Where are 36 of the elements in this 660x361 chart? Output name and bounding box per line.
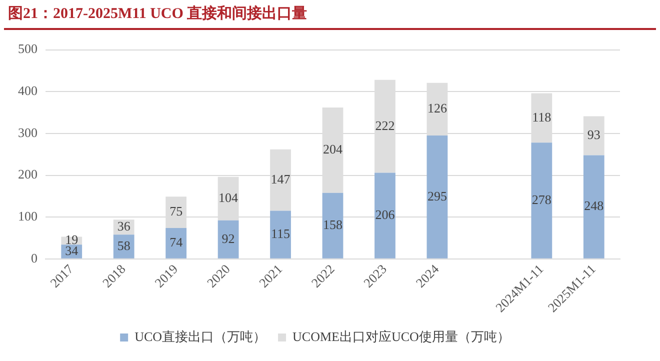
legend-label: UCO直接出口（万吨） xyxy=(134,328,266,344)
y-tick-label: 300 xyxy=(18,124,38,140)
data-label: 204 xyxy=(323,142,343,157)
data-label: 104 xyxy=(218,190,239,206)
data-label: 75 xyxy=(170,204,183,219)
data-label: 222 xyxy=(375,118,395,133)
data-label: 248 xyxy=(584,198,604,214)
data-label: 118 xyxy=(532,109,552,124)
data-label: 278 xyxy=(532,192,552,207)
bar xyxy=(531,142,552,258)
data-label: 115 xyxy=(271,226,290,242)
data-label: 147 xyxy=(270,171,291,186)
y-tick-label: 100 xyxy=(18,208,38,224)
data-label: 158 xyxy=(323,217,342,232)
y-tick-label: 400 xyxy=(18,83,38,98)
data-label: 36 xyxy=(117,218,131,234)
data-label: 126 xyxy=(427,100,448,116)
data-label: 58 xyxy=(117,238,130,253)
bar xyxy=(426,136,448,258)
bar xyxy=(374,172,396,258)
chart-title: 图21：2017-2025M11 UCO 直接和间接出口量 xyxy=(8,4,308,23)
y-tick-label: 500 xyxy=(18,41,38,56)
y-tick-label: 200 xyxy=(18,166,38,182)
y-tick-label: 0 xyxy=(31,250,38,266)
bar xyxy=(113,234,134,258)
data-label: 295 xyxy=(427,188,447,204)
bar xyxy=(270,210,291,258)
bar xyxy=(583,155,604,258)
data-label: 206 xyxy=(375,207,396,222)
bar xyxy=(218,220,239,258)
data-label: 93 xyxy=(587,127,600,142)
data-label: 74 xyxy=(170,234,184,250)
data-label: 92 xyxy=(222,230,235,246)
bar xyxy=(166,228,187,258)
legend-label: UCOME出口对应UCO使用量（万吨） xyxy=(292,328,510,344)
bar xyxy=(322,192,344,258)
